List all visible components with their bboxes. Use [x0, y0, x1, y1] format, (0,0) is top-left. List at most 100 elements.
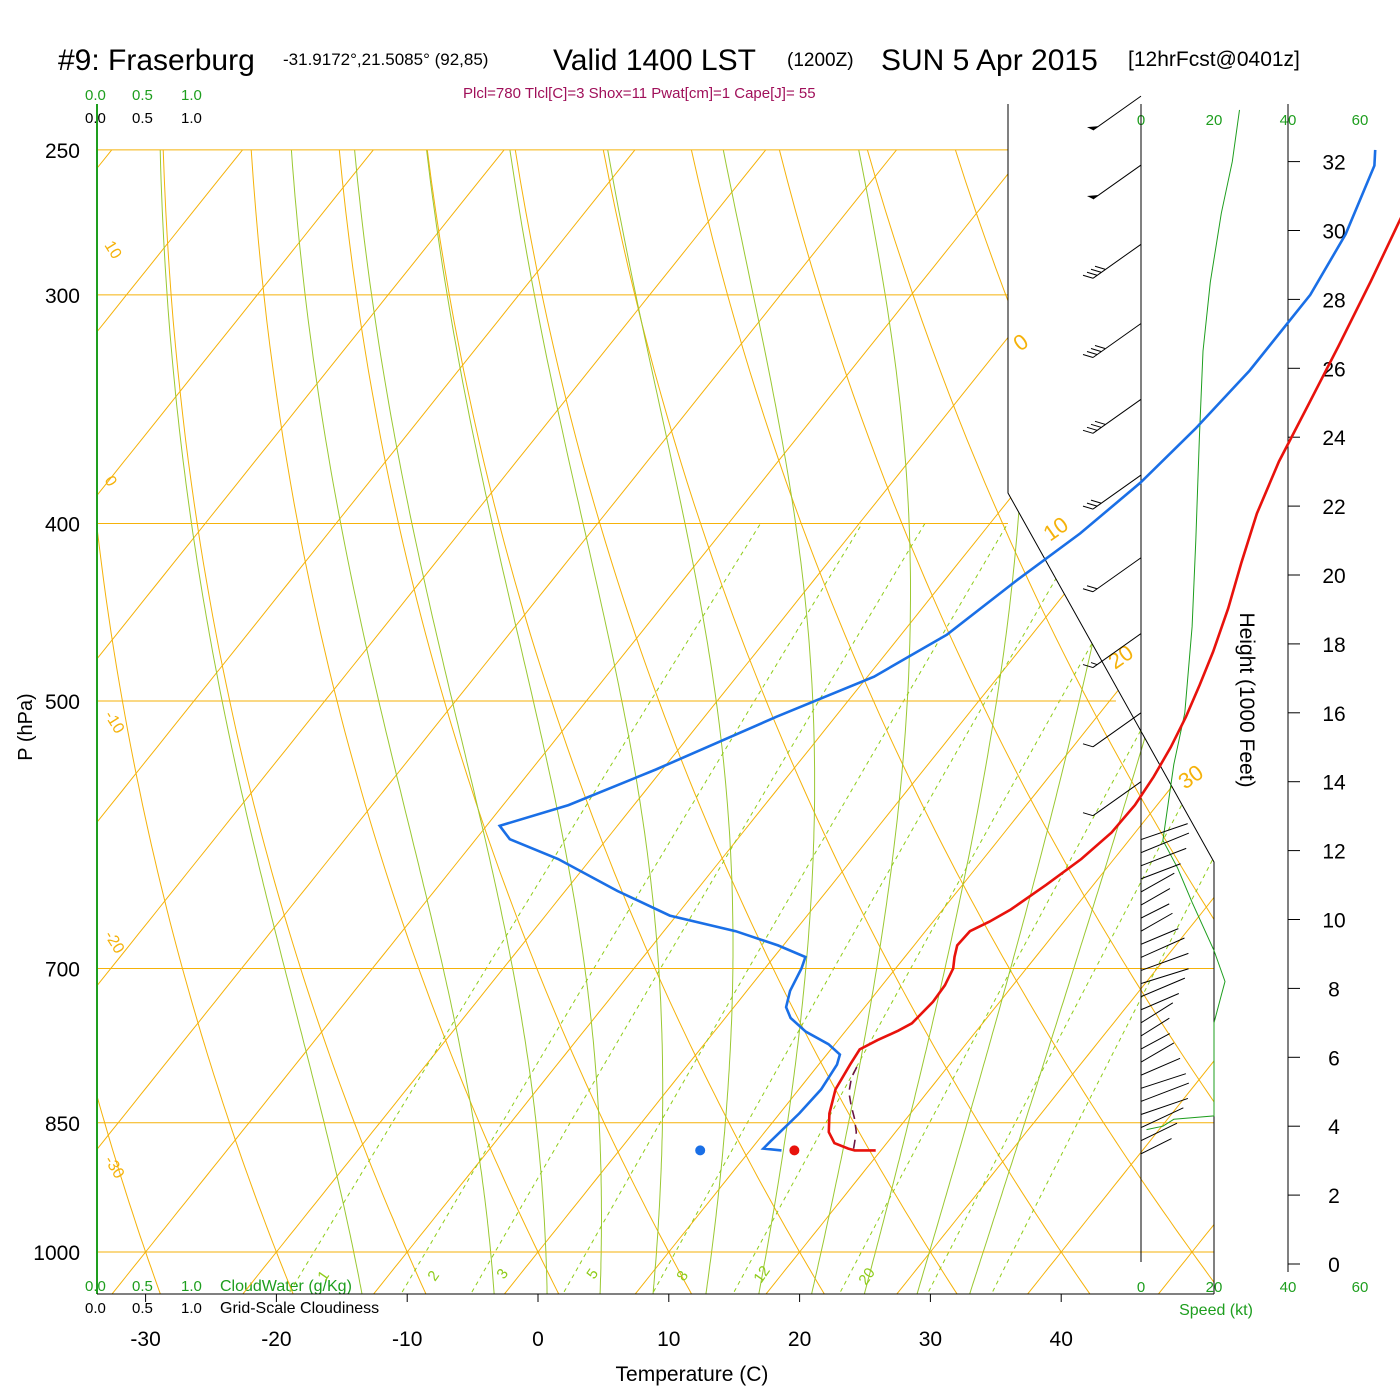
wind-barb-feather [1094, 420, 1106, 425]
dry-adiabat-line [97, 149, 166, 1294]
dry-adiabat-label: 10 [101, 238, 125, 262]
wind-barb-low [1140, 823, 1188, 841]
wind-barb-feather [1094, 345, 1106, 349]
wind-barb-low [1140, 1107, 1184, 1129]
wind-barb-low [1140, 888, 1171, 906]
isotherm-line [97, 149, 636, 1294]
wind-barb-flag [1087, 195, 1099, 200]
height-tick-label: 8 [1328, 978, 1340, 1001]
height-axis-title: Height (1000 Feet) [1235, 612, 1258, 787]
moist-adiabat-line [426, 149, 602, 1294]
temperature-line [827, 216, 1400, 1152]
wind-barb [1092, 781, 1142, 817]
wind-barb-low [1140, 1042, 1175, 1063]
isotherm-line [233, 149, 1159, 1294]
chart-tick-labels: -30 -20 -10 0 10 20 30 402503004005007008501000… [33, 104, 1346, 1351]
y-axis-title: P (hPa) [15, 693, 37, 760]
moist-adiabat-line [722, 149, 816, 1294]
x-tick-label: 30 [919, 1328, 942, 1351]
dry-adiabat-line [97, 149, 299, 1294]
isotherm-line [625, 149, 1214, 1294]
isotherm-line [363, 149, 1214, 1294]
mixing-ratio-label: 8 [673, 1268, 692, 1285]
isotherm-lines [97, 149, 1400, 1306]
y-tick-label: 400 [45, 514, 80, 537]
wind-barb [1092, 474, 1142, 510]
moist-adiabat-line [913, 149, 1161, 1294]
wind-barb-low [1140, 1097, 1189, 1115]
dry-adiabat-line [1131, 149, 1214, 1294]
height-tick-label: 16 [1322, 703, 1345, 726]
valid-zulu: (1200Z) [787, 50, 854, 71]
wind-barb-feather [1090, 499, 1102, 504]
mixing-ratio-line [393, 523, 863, 1294]
cloud-scale-bottom-green-1: 0.5 [132, 1278, 153, 1295]
station-coords: -31.9172°,21.5085° (92,85) [283, 50, 488, 69]
y-tick-label: 300 [45, 285, 80, 308]
wind-barb [1092, 323, 1142, 358]
mixing-ratio-label: 5 [583, 1266, 602, 1283]
mixing-ratio-line [555, 523, 1009, 1294]
isotherm-line [1280, 150, 1400, 1306]
wind-barb-feather [1086, 502, 1098, 507]
dry-adiabat-label: -30 [101, 1153, 128, 1182]
cloud-scale-bottom-black-0: 0.0 [85, 1300, 106, 1317]
speed-axis-label: Speed (kt) [1179, 1302, 1253, 1319]
mixing-ratio-line [920, 523, 1214, 1294]
wind-barb-feather [1082, 812, 1094, 817]
dry-adiabat-line [1308, 150, 1400, 1306]
dry-adiabat-line [162, 149, 432, 1294]
dry-adiabat-line [426, 149, 832, 1294]
height-tick-label: 4 [1328, 1116, 1340, 1139]
forecast-info: [12hrFcst@0401z] [1128, 48, 1300, 71]
dry-adiabat-label-right: 0 [1009, 329, 1033, 357]
parcel-line [848, 1064, 859, 1149]
wind-barb-low [1140, 903, 1170, 919]
wind-panel [1082, 95, 1240, 1262]
grid-cloudiness-label: Grid-Scale Cloudiness [220, 1300, 379, 1317]
station-title: #9: Fraserburg [58, 44, 255, 77]
dry-adiabat-line [514, 149, 966, 1294]
wind-barb-feather [1082, 588, 1094, 593]
y-tick-label: 700 [45, 958, 80, 981]
x-tick-label: 40 [1050, 1328, 1073, 1351]
dewpoint-line [497, 149, 1377, 1152]
wind-barb-feather [1090, 268, 1102, 273]
wind-speed-profile [1146, 109, 1240, 1131]
isotherm-line [494, 149, 1214, 1294]
cloud-scale-top-black-0: 0.0 [85, 110, 106, 127]
x-tick-label: -30 [130, 1328, 160, 1351]
wind-barb-feather [1086, 271, 1098, 276]
wind-barb-low [1140, 1138, 1172, 1155]
wind-barb [1092, 557, 1142, 593]
mixing-ratio-label: 3 [493, 1266, 512, 1283]
wind-barb [1092, 633, 1142, 668]
x-tick-label: 20 [788, 1328, 811, 1351]
height-tick-label: 20 [1322, 565, 1345, 588]
wind-barb-feather [1082, 743, 1094, 748]
moist-adiabat-line [290, 149, 496, 1294]
wind-barb-low [1140, 928, 1179, 945]
moist-adiabat-line [607, 149, 734, 1294]
dry-adiabat-line [338, 149, 699, 1294]
dry-adiabat-line [690, 149, 1214, 1294]
x-axis-title: Temperature (C) [616, 1363, 769, 1386]
wind-barb-low [1140, 1057, 1181, 1076]
dry-adiabat-label: -10 [101, 708, 128, 737]
wind-barb-low [1140, 952, 1189, 971]
wind-barb-low [1140, 912, 1173, 932]
valid-date: SUN 5 Apr 2015 [881, 44, 1098, 77]
wind-barb-feather [1090, 348, 1102, 352]
surface-temperature-marker [789, 1145, 800, 1156]
y-tick-label: 1000 [33, 1242, 80, 1265]
wind-barb-low [1140, 847, 1187, 867]
wind-barb-feather [1094, 265, 1106, 270]
speed-tick-bottom-3: 60 [1352, 1279, 1369, 1296]
wind-barb-feather [1082, 429, 1094, 434]
dry-adiabat-line [778, 149, 1214, 1294]
dry-adiabat-line [1043, 149, 1214, 1294]
wind-barb-low [1140, 993, 1179, 1011]
wind-barb-feather [1082, 505, 1094, 510]
wind-barb-feather [1086, 351, 1098, 355]
